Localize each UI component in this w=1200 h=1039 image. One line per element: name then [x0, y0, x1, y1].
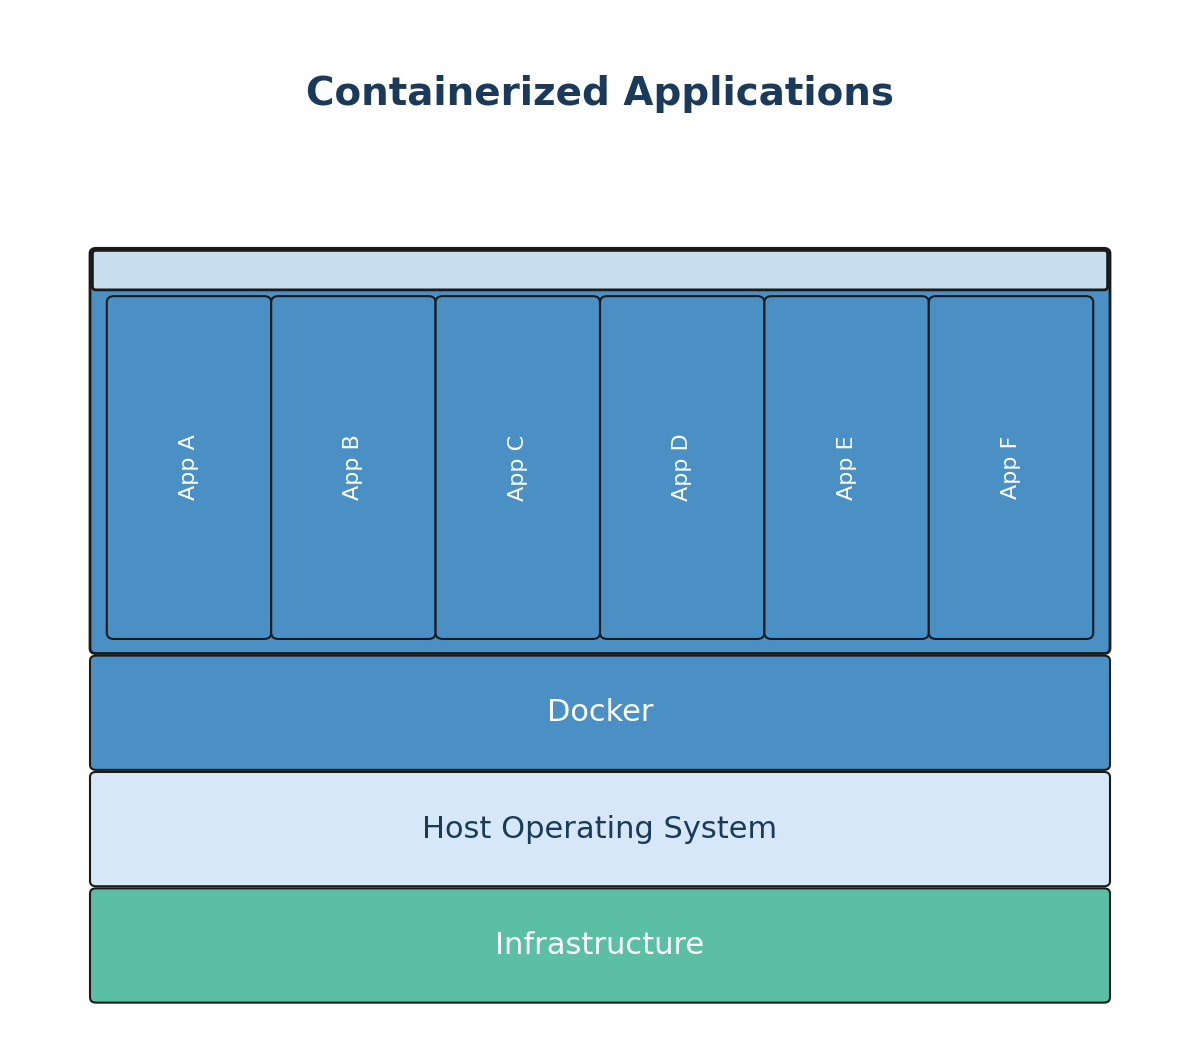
FancyBboxPatch shape	[929, 296, 1093, 639]
Text: App B: App B	[343, 434, 364, 501]
Text: App A: App A	[179, 434, 199, 501]
Text: App D: App D	[672, 433, 692, 502]
Text: Infrastructure: Infrastructure	[496, 931, 704, 960]
Text: App E: App E	[836, 435, 857, 500]
Text: Host Operating System: Host Operating System	[422, 815, 778, 844]
FancyBboxPatch shape	[90, 656, 1110, 770]
FancyBboxPatch shape	[107, 296, 271, 639]
Text: Docker: Docker	[547, 698, 653, 727]
FancyBboxPatch shape	[764, 296, 929, 639]
FancyBboxPatch shape	[92, 250, 1108, 290]
FancyBboxPatch shape	[90, 248, 1110, 654]
FancyBboxPatch shape	[600, 296, 764, 639]
Text: App F: App F	[1001, 436, 1021, 499]
Text: Containerized Applications: Containerized Applications	[306, 75, 894, 112]
FancyBboxPatch shape	[90, 772, 1110, 886]
Text: App C: App C	[508, 434, 528, 501]
FancyBboxPatch shape	[436, 296, 600, 639]
FancyBboxPatch shape	[90, 888, 1110, 1003]
FancyBboxPatch shape	[271, 296, 436, 639]
